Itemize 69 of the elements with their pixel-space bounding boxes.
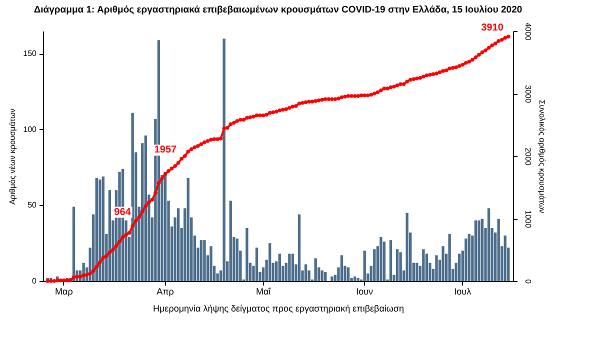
x-tick-label: Μαρ <box>55 286 73 296</box>
bar <box>314 258 317 281</box>
y-tick-label: 150 <box>23 49 38 58</box>
bar <box>474 220 478 281</box>
bar <box>480 218 484 281</box>
bar <box>144 136 147 281</box>
bar <box>396 249 399 281</box>
bar <box>278 254 281 281</box>
bar <box>373 249 376 281</box>
bar <box>288 254 291 281</box>
bar <box>320 270 324 281</box>
bar <box>487 208 490 281</box>
bar <box>291 254 294 281</box>
bar <box>222 38 226 281</box>
x-axis-title: Ημερομηνία λήψης δείγματος προς εργαστηριακή επιβεβαίωση <box>153 304 404 314</box>
bar <box>268 243 272 281</box>
x-tick-label: Ιουν <box>356 286 374 296</box>
bar <box>448 234 451 281</box>
y2-tick-label: 2000 <box>524 148 532 166</box>
bar <box>298 214 301 281</box>
bar <box>176 208 180 281</box>
bar <box>210 246 212 281</box>
bar <box>203 240 206 281</box>
bar <box>324 272 327 281</box>
y2-tick-label: 4000 <box>524 22 532 41</box>
bar <box>458 254 461 281</box>
bar <box>468 234 471 281</box>
y2-tick-label: 1000 <box>524 210 532 228</box>
bar <box>380 237 382 281</box>
bar <box>435 255 438 281</box>
bar <box>389 240 392 281</box>
data-label: 3910 <box>481 22 504 34</box>
x-tick-label: Μαΐ <box>256 286 272 296</box>
bar <box>200 240 203 281</box>
y-tick-label: 0 <box>32 276 38 286</box>
bar <box>255 248 258 281</box>
bar <box>246 228 248 281</box>
bar <box>399 252 402 281</box>
bar <box>236 238 238 281</box>
y-axis-title: Αριθμός νέων κρουσμάτων <box>8 108 18 205</box>
x-tick-label: Ιουλ <box>454 286 472 296</box>
bar <box>346 267 350 281</box>
bar <box>102 176 105 281</box>
bar <box>416 262 418 281</box>
bar <box>504 236 506 281</box>
bar <box>497 218 500 281</box>
bar <box>304 264 308 281</box>
data-label: 1957 <box>154 144 178 156</box>
bar <box>478 220 480 281</box>
bar <box>363 250 366 281</box>
y2-tick-label: 3000 <box>524 85 532 104</box>
bar <box>186 178 190 281</box>
data-label: 964 <box>114 206 132 218</box>
bar <box>422 249 425 281</box>
bar <box>356 278 360 281</box>
bar <box>229 200 232 281</box>
y-tick-label: 50 <box>28 200 38 210</box>
chart-title: Διάγραμμα 1: Αριθμός εργαστηριακά επιβεβαιωμένων κρουσμάτων COVID-19 στην Ελλάδα, 15 Ιουλίου 2020 <box>34 4 522 16</box>
bar <box>353 276 356 281</box>
y-tick-label: 100 <box>23 124 38 134</box>
bar <box>442 246 444 281</box>
bar <box>164 172 167 281</box>
bar <box>131 112 134 281</box>
bar <box>406 212 408 281</box>
y2-tick-label: 0 <box>524 279 532 284</box>
x-tick-label: Απρ <box>156 286 174 296</box>
bar <box>340 255 344 281</box>
bar <box>330 276 334 281</box>
y2-axis-title: Συνολικός αριθμός κρουσμάτων <box>538 100 546 214</box>
